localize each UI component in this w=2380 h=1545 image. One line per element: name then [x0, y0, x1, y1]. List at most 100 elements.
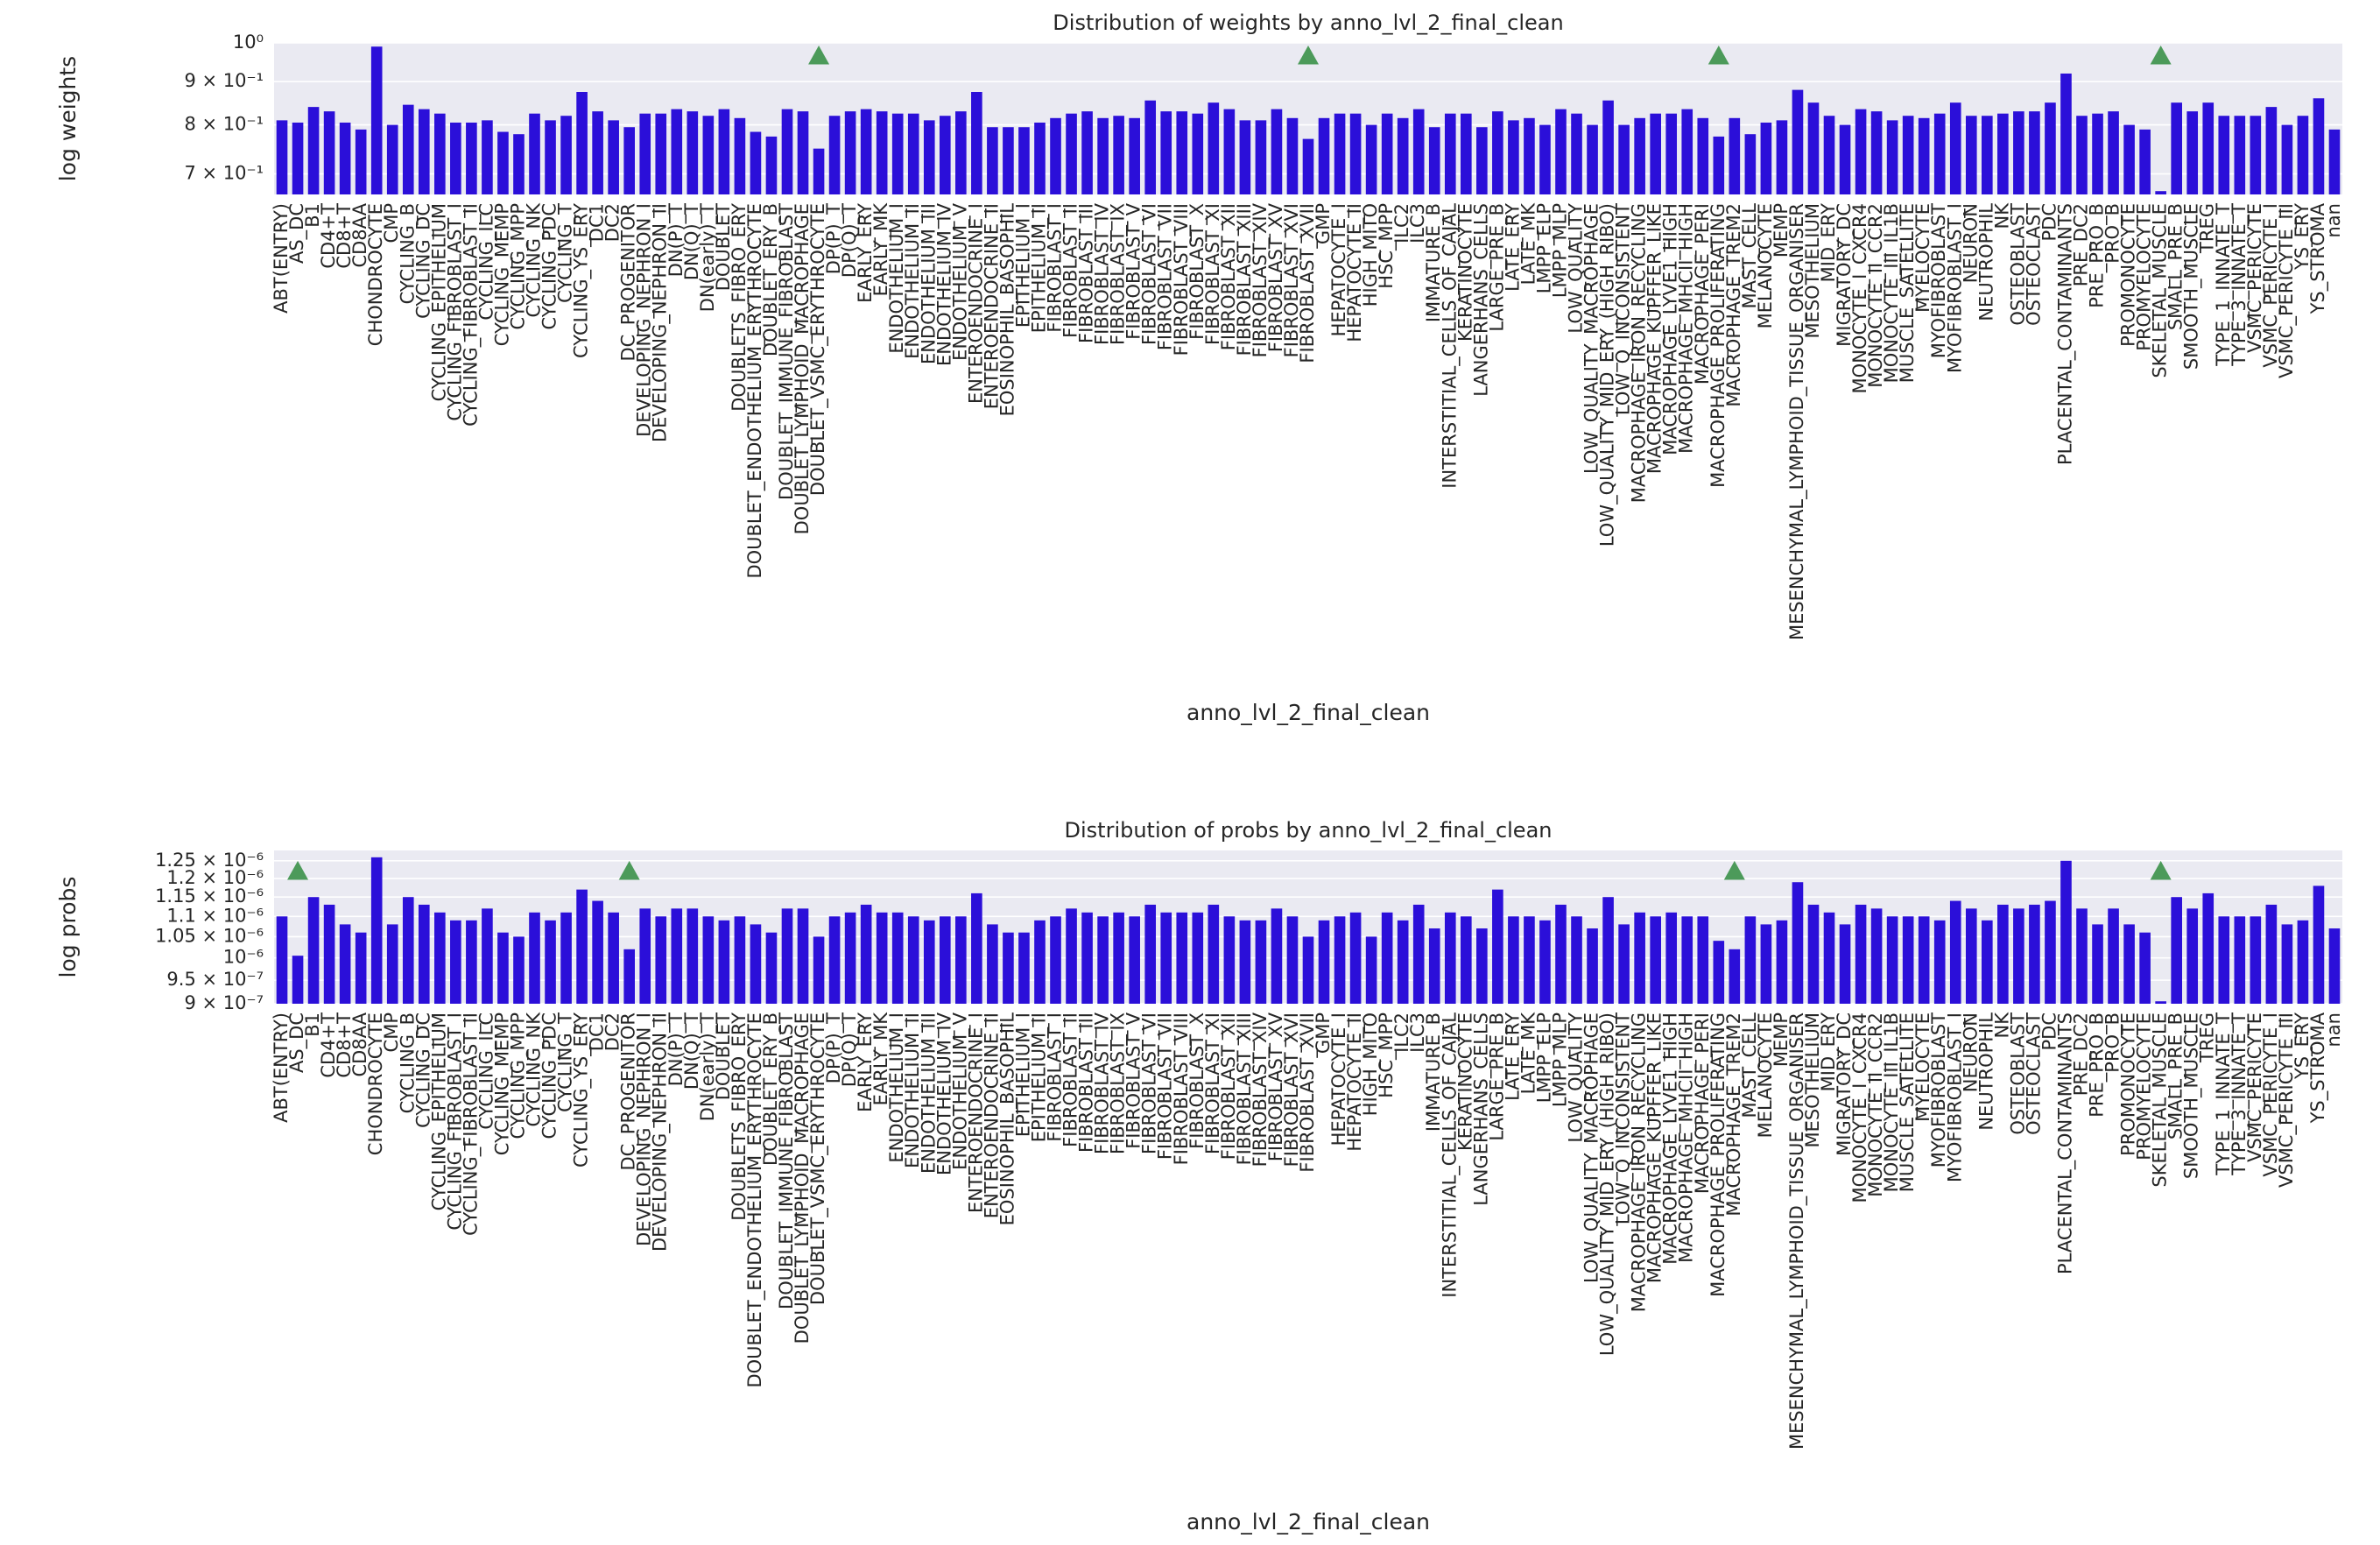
- x-tick-label: PROMONOCYTE: [2118, 1012, 2139, 1156]
- x-tick-label: DOUBLET_IMMUNE_FIBROBLAST: [776, 203, 798, 500]
- x-tick-label: MYOFIBROBLAST_I: [1944, 1012, 1966, 1182]
- bar: [987, 924, 998, 1004]
- x-tick-label: VSMC_PERICYTE: [2244, 203, 2266, 353]
- x-tick-label: FIBROBLAST_II: [1060, 203, 1082, 338]
- bar: [639, 113, 651, 194]
- bar: [907, 916, 919, 1004]
- bar: [2250, 916, 2262, 1004]
- bar: [1081, 111, 1093, 194]
- bar: [1823, 912, 1835, 1004]
- bar: [1271, 109, 1283, 194]
- x-tick-label: SMOOTH_MUSCLE: [2181, 203, 2203, 370]
- bar: [1823, 116, 1835, 194]
- bar: [1650, 113, 1661, 194]
- bar: [1050, 916, 1061, 1004]
- x-tick-label: CYCLING_MEMP: [491, 1012, 513, 1155]
- x-tick-label: ENTEROENDOCRINE_I: [965, 203, 987, 404]
- x-tick-label: ENDOTHELIUM_I: [886, 203, 908, 354]
- bar: [1476, 928, 1488, 1004]
- x-tick-label: VSMC_PERICYTE_I: [2260, 1012, 2282, 1177]
- bar: [1729, 117, 1741, 194]
- x-tick-label: CMP: [381, 1012, 402, 1052]
- bar: [2029, 111, 2040, 194]
- x-tick-label: TREG: [2197, 1012, 2218, 1063]
- bar: [955, 111, 967, 194]
- bar: [1839, 124, 1851, 194]
- x-tick-label: FIBROBLAST_X: [1186, 1012, 1208, 1149]
- x-tick-label: ILC2: [1391, 1012, 1412, 1053]
- x-tick-label: PROMYELOCYTE: [2134, 1012, 2155, 1161]
- x-tick-label: EARLY_ERY: [855, 1012, 877, 1112]
- bar: [1018, 932, 1030, 1004]
- y-tick-label: 10⁰: [233, 32, 264, 53]
- bar: [1792, 89, 1804, 194]
- bar: [876, 912, 888, 1004]
- y-tick-label: 1.25 × 10⁻⁶: [155, 850, 264, 871]
- bar: [1334, 113, 1346, 194]
- bar: [1602, 100, 1614, 194]
- x-tick-label: FIBROBLAST_XII: [1218, 203, 1240, 350]
- x-tick-label: SMALL_PRE_B: [2165, 203, 2187, 330]
- bar: [1918, 916, 1930, 1004]
- x-tick-label: DOUBLET_ENDOTHELIUM_ERYTHROCYTE: [744, 203, 766, 579]
- x-tick-label: nan: [2323, 203, 2344, 238]
- bar: [1997, 904, 2009, 1004]
- x-tick-label: NEUTROPHIL: [1975, 203, 1996, 321]
- bar: [1349, 113, 1362, 194]
- bar: [2313, 885, 2325, 1004]
- bar: [513, 134, 525, 194]
- bar: [2297, 920, 2309, 1004]
- bar: [576, 92, 588, 194]
- x-tick-label: PLACENTAL_CONTAMINANTS: [2054, 203, 2076, 465]
- x-tick-label: DOUBLET_LYMPHOID_MACROPHAGE: [792, 1012, 813, 1344]
- x-tick-label: NEURON: [1960, 203, 1981, 283]
- x-tick-label: LOW_Q_INCONSISTENT: [1613, 1012, 1635, 1224]
- x-tick-label: AS_DC: [286, 1012, 308, 1073]
- bar: [1050, 117, 1061, 194]
- x-tick-label: SMOOTH_MUSCLE: [2181, 1012, 2203, 1179]
- x-tick-label: FIBROBLAST_II: [1060, 1012, 1082, 1147]
- x-tick-label: MID_ERY: [1818, 1012, 1840, 1091]
- bar: [1555, 904, 1567, 1004]
- bar: [370, 857, 383, 1004]
- bar: [813, 936, 825, 1004]
- bar: [1634, 912, 1645, 1004]
- x-tick-label: FIBROBLAST_I: [1045, 1012, 1067, 1142]
- bar: [1223, 916, 1236, 1004]
- bar: [2281, 924, 2293, 1004]
- bar: [1160, 912, 1172, 1004]
- x-tick-label: ENDOTHELIUM_V: [949, 202, 971, 360]
- x-tick-label: NEUTROPHIL: [1975, 1012, 1996, 1131]
- x-tick-label: OSTEOBLAST: [2007, 1012, 2028, 1135]
- x-tick-label: FIBROBLAST_V: [1123, 202, 1145, 339]
- bar: [1539, 920, 1551, 1004]
- bar: [639, 908, 651, 1004]
- bar: [2092, 113, 2103, 194]
- bar: [1539, 124, 1551, 194]
- x-tick-label: MACROPHAGE_PROLIFERATING: [1708, 1012, 1729, 1297]
- x-tick-label: MACROPHAGE_KUPFFER_LIKE: [1644, 1012, 1666, 1283]
- marker: [2150, 860, 2172, 880]
- x-tick-label: LOW_QUALITY_MID_ERY_(HIGH_RIBO): [1597, 203, 1619, 547]
- y-tick-label: 9.5 × 10⁻⁷: [166, 969, 264, 990]
- bar: [1460, 113, 1472, 194]
- bar: [2250, 116, 2262, 194]
- x-tick-label: FIBROBLAST_XVII: [1297, 203, 1319, 363]
- x-tick-label: HIGH_MITO: [1360, 1012, 1382, 1116]
- x-tick-label: LOW_QUALITY: [1566, 1012, 1588, 1143]
- bar: [876, 111, 888, 194]
- x-tick-label: ILC3: [1407, 203, 1428, 243]
- x-tick-label: FIBROBLAST_VII: [1155, 203, 1177, 350]
- x-tick-label: TYPE_1_INNATE_T: [2213, 203, 2235, 367]
- bar: [497, 932, 509, 1004]
- bar: [1886, 916, 1898, 1004]
- bar: [844, 912, 856, 1004]
- x-tick-label: FIBROBLAST_III: [1076, 1012, 1098, 1153]
- bar: [323, 904, 335, 1004]
- bar: [971, 92, 982, 194]
- bar: [402, 897, 414, 1004]
- x-tick-label: MESOTHELIUM: [1802, 1012, 1823, 1148]
- bar: [2139, 129, 2151, 194]
- bar: [671, 109, 683, 194]
